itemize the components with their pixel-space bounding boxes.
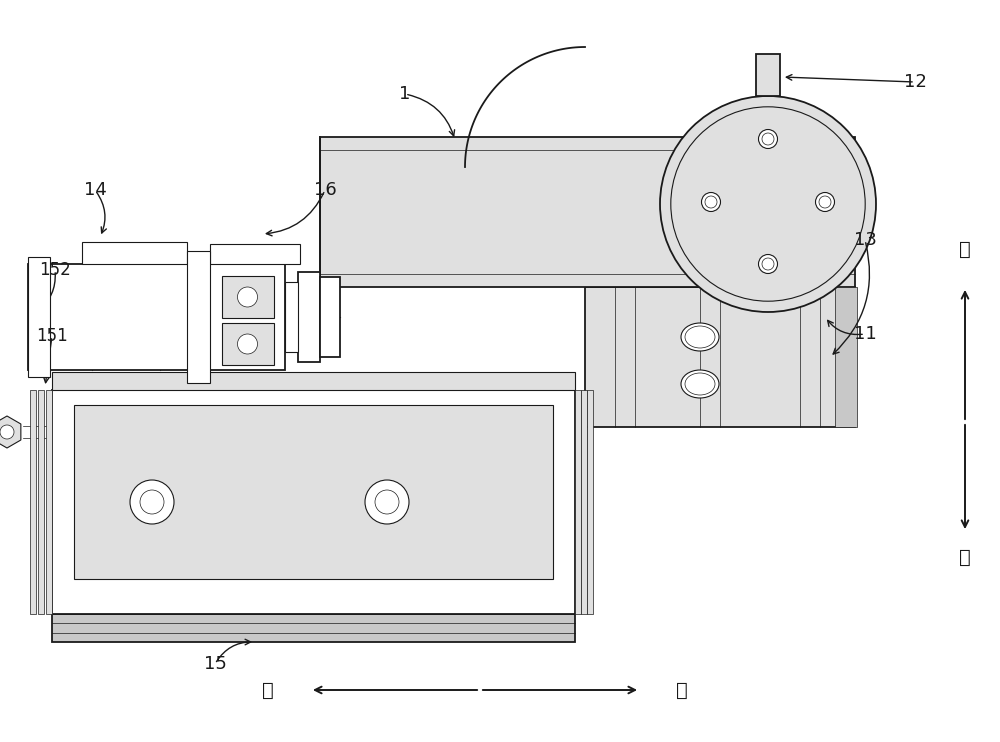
Polygon shape (585, 287, 855, 427)
Polygon shape (52, 614, 575, 642)
Circle shape (0, 425, 14, 439)
Ellipse shape (685, 326, 715, 348)
Text: 15: 15 (204, 655, 226, 673)
Circle shape (130, 480, 174, 524)
Text: 左: 左 (262, 680, 274, 700)
Text: 16: 16 (314, 181, 336, 199)
Circle shape (660, 96, 876, 312)
Circle shape (702, 192, 720, 211)
Polygon shape (28, 264, 210, 370)
Circle shape (759, 255, 778, 274)
Polygon shape (210, 264, 285, 370)
Circle shape (140, 490, 164, 514)
Text: 1: 1 (399, 85, 411, 103)
Text: 下: 下 (959, 240, 971, 258)
Polygon shape (222, 323, 274, 365)
Ellipse shape (685, 373, 715, 395)
Polygon shape (222, 276, 274, 318)
Circle shape (705, 196, 717, 208)
Polygon shape (587, 390, 593, 614)
Circle shape (762, 258, 774, 270)
Circle shape (762, 133, 774, 145)
Circle shape (375, 490, 399, 514)
Circle shape (816, 192, 834, 211)
Text: 13: 13 (854, 231, 876, 249)
Circle shape (238, 287, 258, 307)
Polygon shape (46, 390, 52, 614)
Text: 152: 152 (39, 261, 71, 279)
Polygon shape (298, 272, 320, 362)
Circle shape (759, 130, 778, 148)
Polygon shape (187, 251, 210, 383)
Polygon shape (575, 390, 581, 614)
Polygon shape (285, 282, 298, 352)
Polygon shape (38, 390, 44, 614)
Polygon shape (52, 372, 575, 390)
Circle shape (671, 107, 865, 301)
Text: 上: 上 (959, 548, 971, 566)
Polygon shape (0, 416, 21, 448)
Text: 14: 14 (84, 181, 106, 199)
Polygon shape (320, 277, 340, 357)
Text: 右: 右 (676, 680, 688, 700)
Text: 11: 11 (854, 325, 876, 343)
Circle shape (365, 480, 409, 524)
Circle shape (819, 196, 831, 208)
Polygon shape (82, 242, 187, 264)
Ellipse shape (681, 370, 719, 398)
Polygon shape (581, 390, 587, 614)
Polygon shape (835, 287, 857, 427)
Polygon shape (756, 54, 780, 96)
Text: 151: 151 (36, 327, 68, 345)
Circle shape (238, 334, 258, 354)
Ellipse shape (681, 323, 719, 351)
Polygon shape (30, 390, 36, 614)
Polygon shape (210, 244, 300, 264)
Polygon shape (74, 405, 553, 579)
Text: 12: 12 (904, 73, 926, 91)
Polygon shape (52, 390, 575, 614)
Polygon shape (320, 137, 855, 287)
Polygon shape (28, 257, 50, 377)
